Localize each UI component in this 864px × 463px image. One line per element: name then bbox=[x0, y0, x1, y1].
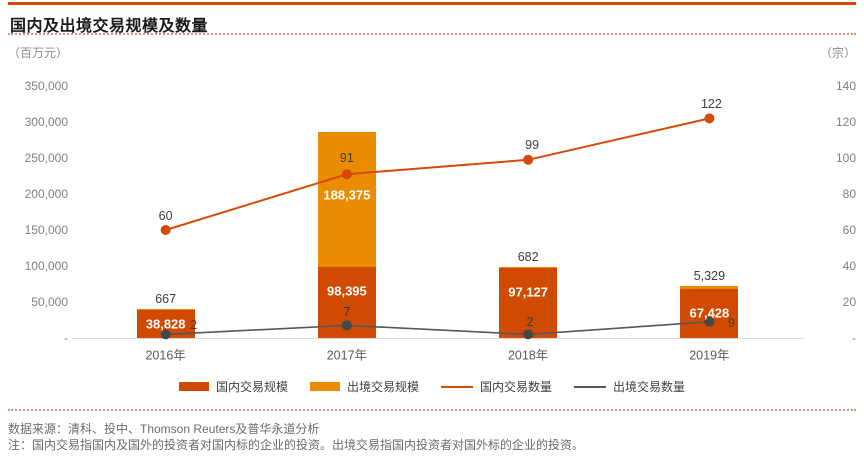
x-axis-label: 2019年 bbox=[689, 348, 730, 363]
left-axis-tick: 250,000 bbox=[24, 151, 68, 165]
left-axis-tick: 300,000 bbox=[24, 115, 68, 129]
line-point-value: 7 bbox=[343, 305, 351, 320]
right-axis-unit: （宗） bbox=[819, 46, 856, 60]
bar-value-outbound: 667 bbox=[155, 292, 177, 307]
footer-note: 注：国内交易指国内及国外的投资者对国内标的企业的投资。出境交易指国内投资者对国外… bbox=[8, 438, 585, 452]
legend-item: 出境交易数量 bbox=[574, 378, 685, 395]
bar-value-outbound: 5,329 bbox=[693, 268, 726, 283]
left-axis-unit: （百万元） bbox=[8, 46, 69, 60]
bar-outbound-scale bbox=[499, 267, 558, 269]
top-accent-rule bbox=[8, 2, 856, 5]
bar-domestic-scale bbox=[317, 267, 376, 338]
legend-bar-swatch bbox=[178, 382, 209, 391]
x-axis-label: 2016年 bbox=[145, 348, 186, 363]
domestic-count-line bbox=[165, 117, 710, 231]
right-axis-tick: - bbox=[852, 331, 856, 345]
bar-value-domestic: 67,428 bbox=[689, 305, 730, 321]
right-axis-tick: 80 bbox=[842, 187, 856, 201]
line-point-value: 99 bbox=[525, 137, 540, 152]
legend-item: 国内交易规模 bbox=[178, 378, 288, 395]
legend-label: 国内交易规模 bbox=[215, 380, 288, 394]
line-point-marker bbox=[704, 113, 715, 124]
chart-title: 国内及出境交易规模及数量 bbox=[10, 18, 209, 35]
left-axis-tick: 150,000 bbox=[24, 223, 68, 237]
x-axis-baseline bbox=[72, 338, 804, 339]
line-point-value: 60 bbox=[158, 209, 173, 223]
legend: 国内交易规模 出境交易规模 国内交易数量 出境交易数量 bbox=[0, 378, 864, 395]
footer-divider bbox=[8, 409, 856, 411]
left-axis-tick: 200,000 bbox=[24, 187, 68, 201]
legend-label: 出境交易规模 bbox=[346, 380, 419, 394]
bar-value-domestic: 97,127 bbox=[508, 284, 549, 300]
left-axis-tick: - bbox=[64, 331, 68, 345]
legend-bar-swatch bbox=[309, 382, 340, 391]
right-axis-tick: 120 bbox=[835, 115, 856, 129]
left-axis-tick: 350,000 bbox=[24, 79, 68, 93]
left-axis-tick: 100,000 bbox=[24, 259, 68, 273]
line-point-value: 2 bbox=[190, 318, 198, 333]
bar-value-outbound: 682 bbox=[517, 250, 539, 265]
right-axis-tick: 60 bbox=[842, 223, 856, 237]
line-point-value: 122 bbox=[700, 97, 722, 112]
legend-label: 出境交易数量 bbox=[613, 380, 686, 394]
title-divider bbox=[8, 33, 856, 35]
line-point-value: 9 bbox=[727, 315, 735, 330]
line-point-value: 2 bbox=[526, 315, 534, 330]
line-point-marker bbox=[523, 154, 534, 165]
legend-label: 国内交易数量 bbox=[480, 380, 553, 394]
bar-value-outbound: 188,375 bbox=[323, 187, 371, 203]
footer-source: 数据来源：清科、投中、Thomson Reuters及普华永道分析 bbox=[8, 422, 320, 436]
x-axis-label: 2017年 bbox=[326, 348, 368, 363]
right-axis-tick: 40 bbox=[842, 259, 856, 273]
x-axis-label: 2018年 bbox=[507, 348, 549, 363]
legend-line-swatch bbox=[441, 385, 473, 388]
line-point-value: 91 bbox=[339, 151, 354, 166]
left-axis-tick: 50,000 bbox=[31, 295, 68, 309]
bar-value-domestic: 38,828 bbox=[145, 316, 186, 332]
line-point-marker bbox=[160, 225, 171, 235]
outbound-count-line bbox=[165, 321, 710, 336]
bar-outbound-scale bbox=[680, 285, 739, 290]
legend-item: 出境交易规模 bbox=[309, 378, 419, 395]
right-axis-tick: 140 bbox=[835, 79, 856, 93]
right-axis-tick: 20 bbox=[842, 295, 856, 309]
legend-item: 国内交易数量 bbox=[441, 378, 552, 395]
legend-line-swatch bbox=[574, 385, 607, 388]
bar-value-domestic: 98,395 bbox=[326, 283, 367, 299]
bar-outbound-scale bbox=[136, 309, 195, 311]
right-axis-tick: 100 bbox=[835, 151, 856, 165]
